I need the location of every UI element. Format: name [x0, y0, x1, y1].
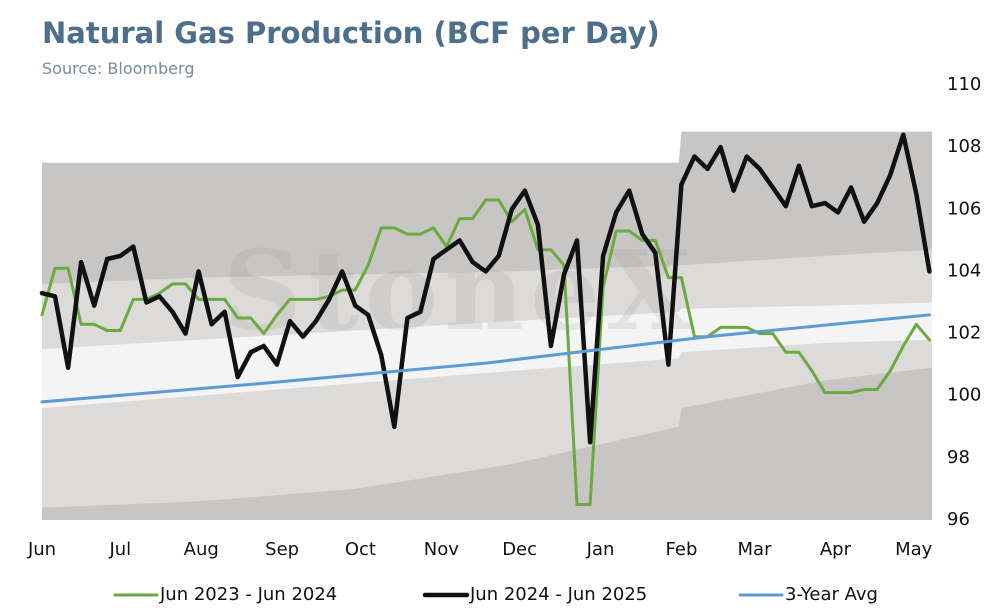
lines [39, 132, 932, 506]
range-band [42, 302, 932, 409]
x-tick-label: Jul [108, 539, 131, 560]
x-tick-label: Sep [265, 539, 299, 560]
y-tick-label: 96 [947, 509, 970, 530]
x-tick-label: Nov [424, 539, 459, 560]
bands [42, 131, 932, 520]
x-tick-label: Dec [502, 539, 537, 560]
x-tick-label: Oct [345, 539, 376, 560]
x-tick-label: May [895, 539, 933, 560]
series-line [40, 198, 931, 506]
chart-title: Natural Gas Production (BCF per Day) [42, 16, 660, 50]
y-tick-label: 102 [947, 323, 981, 344]
y-tick-label: 104 [947, 260, 981, 281]
series-line [39, 132, 932, 445]
legend-label: 3-Year Avg [785, 584, 878, 605]
axes: 96 98 100 102 104 106 108 110 Jun Jul Aug Sep Oct Nov… [27, 74, 981, 560]
legend-label: Jun 2024 - Jun 2025 [469, 584, 647, 605]
chart-subtitle: Source: Bloomberg [42, 59, 194, 78]
y-tick-label: 100 [947, 385, 981, 406]
legend-label: Jun 2023 - Jun 2024 [159, 584, 337, 605]
x-tick-label: Jan [586, 539, 615, 560]
y-tick-label: 106 [947, 198, 981, 219]
x-tick-label: Aug [184, 539, 219, 560]
x-tick-label: Apr [820, 539, 852, 560]
legend: Jun 2023 - Jun 2024 Jun 2024 - Jun 2025 3-… [113, 584, 878, 605]
series-line [40, 313, 931, 404]
x-tick-label: Feb [666, 539, 698, 560]
y-tick-label: 108 [947, 136, 981, 157]
x-tick-label: Mar [738, 539, 773, 560]
y-tick-label: 98 [947, 447, 970, 468]
y-tick-label: 110 [947, 74, 981, 95]
x-tick-label: Jun [27, 539, 56, 560]
